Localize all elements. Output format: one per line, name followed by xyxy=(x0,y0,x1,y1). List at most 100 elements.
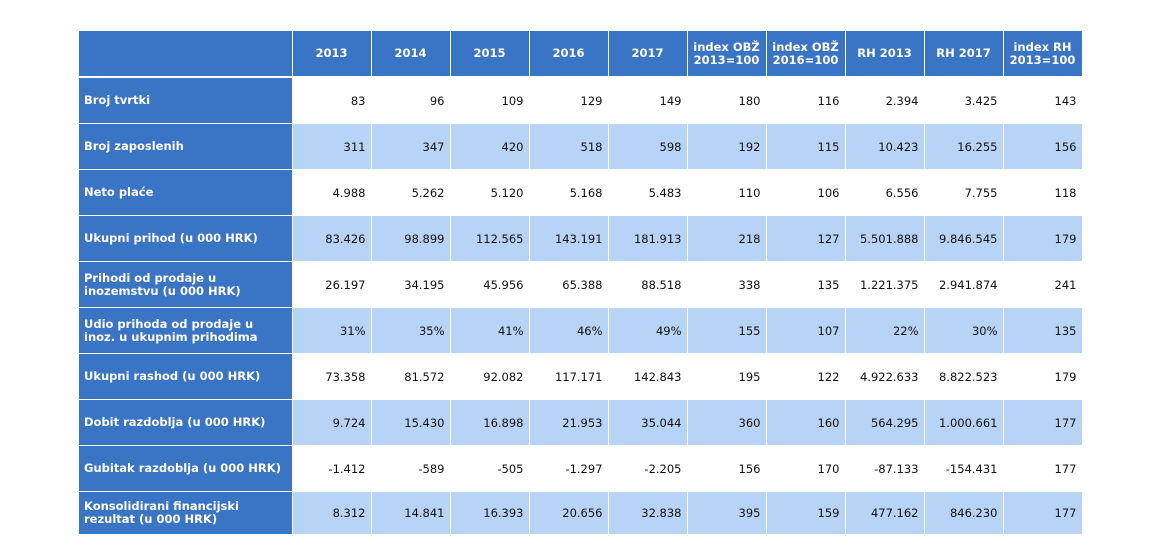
row-label: Broj zaposlenih xyxy=(79,123,293,170)
table-cell: 41% xyxy=(450,307,530,354)
table-cell: 8.822.523 xyxy=(924,353,1004,400)
table-cell: 9.724 xyxy=(292,399,372,446)
table-cell: 241 xyxy=(1003,261,1083,308)
table-cell: 109 xyxy=(450,77,530,124)
row-label: Udio prihoda od prodaje u inoz. u ukupni… xyxy=(79,307,293,354)
table-cell: 338 xyxy=(687,261,767,308)
table-cell: 88.518 xyxy=(608,261,688,308)
table-cell: 5.483 xyxy=(608,169,688,216)
table-cell: 5.168 xyxy=(529,169,609,216)
table-row: Neto plaće 4.988 5.262 5.120 5.168 5.483 110 10… xyxy=(79,169,1083,216)
table-cell: 143 xyxy=(1003,77,1083,124)
table-cell: 564.295 xyxy=(845,399,925,446)
table-cell: 1.000.661 xyxy=(924,399,1004,446)
table-cell: 156 xyxy=(1003,123,1083,170)
table-cell: 22% xyxy=(845,307,925,354)
table-cell: 83 xyxy=(292,77,372,124)
column-header: RH 2017 xyxy=(924,31,1004,78)
table-cell: 31% xyxy=(292,307,372,354)
table-cell: 73.358 xyxy=(292,353,372,400)
table-cell: 149 xyxy=(608,77,688,124)
table-cell: 179 xyxy=(1003,215,1083,262)
table-cell: 83.426 xyxy=(292,215,372,262)
table-cell: 218 xyxy=(687,215,767,262)
statistics-table: 2013 2014 2015 2016 2017 index OBŽ 2013=100 in… xyxy=(79,31,1083,535)
table-cell: 1.221.375 xyxy=(845,261,925,308)
table-cell: 177 xyxy=(1003,445,1083,492)
row-label: Broj tvrtki xyxy=(79,77,293,124)
table-cell: 135 xyxy=(1003,307,1083,354)
table-cell: -2.205 xyxy=(608,445,688,492)
table-cell: -1.412 xyxy=(292,445,372,492)
table-cell: 8.312 xyxy=(292,491,372,535)
table-cell: 65.388 xyxy=(529,261,609,308)
table-cell: 598 xyxy=(608,123,688,170)
table-row: Konsolidirani financijski rezultat (u 00… xyxy=(79,491,1083,535)
column-header: 2016 xyxy=(529,31,609,78)
row-label: Ukupni prihod (u 000 HRK) xyxy=(79,215,293,262)
table-cell: 180 xyxy=(687,77,767,124)
table-cell: 4.922.633 xyxy=(845,353,925,400)
table-row: Udio prihoda od prodaje u inoz. u ukupni… xyxy=(79,307,1083,354)
table-cell: 179 xyxy=(1003,353,1083,400)
column-header: index OBŽ 2016=100 xyxy=(766,31,846,78)
table-cell: 2.394 xyxy=(845,77,925,124)
table-cell: 347 xyxy=(371,123,451,170)
table-cell: 360 xyxy=(687,399,767,446)
table-body: Broj tvrtki 83 96 109 129 149 180 116 2.394 3.425… xyxy=(79,77,1083,535)
row-label: Dobit razdoblja (u 000 HRK) xyxy=(79,399,293,446)
table-cell: 5.262 xyxy=(371,169,451,216)
table-container: 2013 2014 2015 2016 2017 index OBŽ 2013=100 in… xyxy=(79,31,1083,535)
table-cell: 311 xyxy=(292,123,372,170)
row-label: Neto plaće xyxy=(79,169,293,216)
table-cell: 45.956 xyxy=(450,261,530,308)
table-cell: 15.430 xyxy=(371,399,451,446)
table-cell: 32.838 xyxy=(608,491,688,535)
table-cell: 142.843 xyxy=(608,353,688,400)
table-row: Dobit razdoblja (u 000 HRK) 9.724 15.430 16… xyxy=(79,399,1083,446)
table-cell: 477.162 xyxy=(845,491,925,535)
table-row: Prihodi od prodaje u inozemstvu (u 000 H… xyxy=(79,261,1083,308)
table-cell: 112.565 xyxy=(450,215,530,262)
table-cell: 81.572 xyxy=(371,353,451,400)
table-cell: 127 xyxy=(766,215,846,262)
table-cell: 518 xyxy=(529,123,609,170)
table-cell: 159 xyxy=(766,491,846,535)
column-header: 2014 xyxy=(371,31,451,78)
column-header: 2013 xyxy=(292,31,372,78)
table-cell: 34.195 xyxy=(371,261,451,308)
table-cell: 135 xyxy=(766,261,846,308)
table-cell: 20.656 xyxy=(529,491,609,535)
row-label: Prihodi od prodaje u inozemstvu (u 000 H… xyxy=(79,261,293,308)
table-cell: 117.171 xyxy=(529,353,609,400)
table-cell: 181.913 xyxy=(608,215,688,262)
table-cell: 420 xyxy=(450,123,530,170)
table-cell: 26.197 xyxy=(292,261,372,308)
table-cell: -589 xyxy=(371,445,451,492)
table-cell: 192 xyxy=(687,123,767,170)
table-cell: 118 xyxy=(1003,169,1083,216)
table-cell: 35% xyxy=(371,307,451,354)
table-cell: 143.191 xyxy=(529,215,609,262)
table-header-row: 2013 2014 2015 2016 2017 index OBŽ 2013=100 in… xyxy=(79,31,1083,78)
table-row: Ukupni prihod (u 000 HRK) 83.426 98.899 112… xyxy=(79,215,1083,262)
table-cell: 6.556 xyxy=(845,169,925,216)
table-cell: 16.393 xyxy=(450,491,530,535)
table-cell: 92.082 xyxy=(450,353,530,400)
table-cell: 5.501.888 xyxy=(845,215,925,262)
table-cell: -87.133 xyxy=(845,445,925,492)
table-cell: -505 xyxy=(450,445,530,492)
table-cell: 160 xyxy=(766,399,846,446)
table-cell: 177 xyxy=(1003,491,1083,535)
table-cell: 195 xyxy=(687,353,767,400)
table-cell: 46% xyxy=(529,307,609,354)
column-header: RH 2013 xyxy=(845,31,925,78)
table-row: Ukupni rashod (u 000 HRK) 73.358 81.572 92.… xyxy=(79,353,1083,400)
table-row: Gubitak razdoblja (u 000 HRK) -1.412 -589-… xyxy=(79,445,1083,492)
column-header: 2015 xyxy=(450,31,530,78)
header-corner-cell xyxy=(79,31,293,78)
table-cell: 106 xyxy=(766,169,846,216)
row-label: Gubitak razdoblja (u 000 HRK) xyxy=(79,445,293,492)
table-cell: 3.425 xyxy=(924,77,1004,124)
table-cell: 5.120 xyxy=(450,169,530,216)
